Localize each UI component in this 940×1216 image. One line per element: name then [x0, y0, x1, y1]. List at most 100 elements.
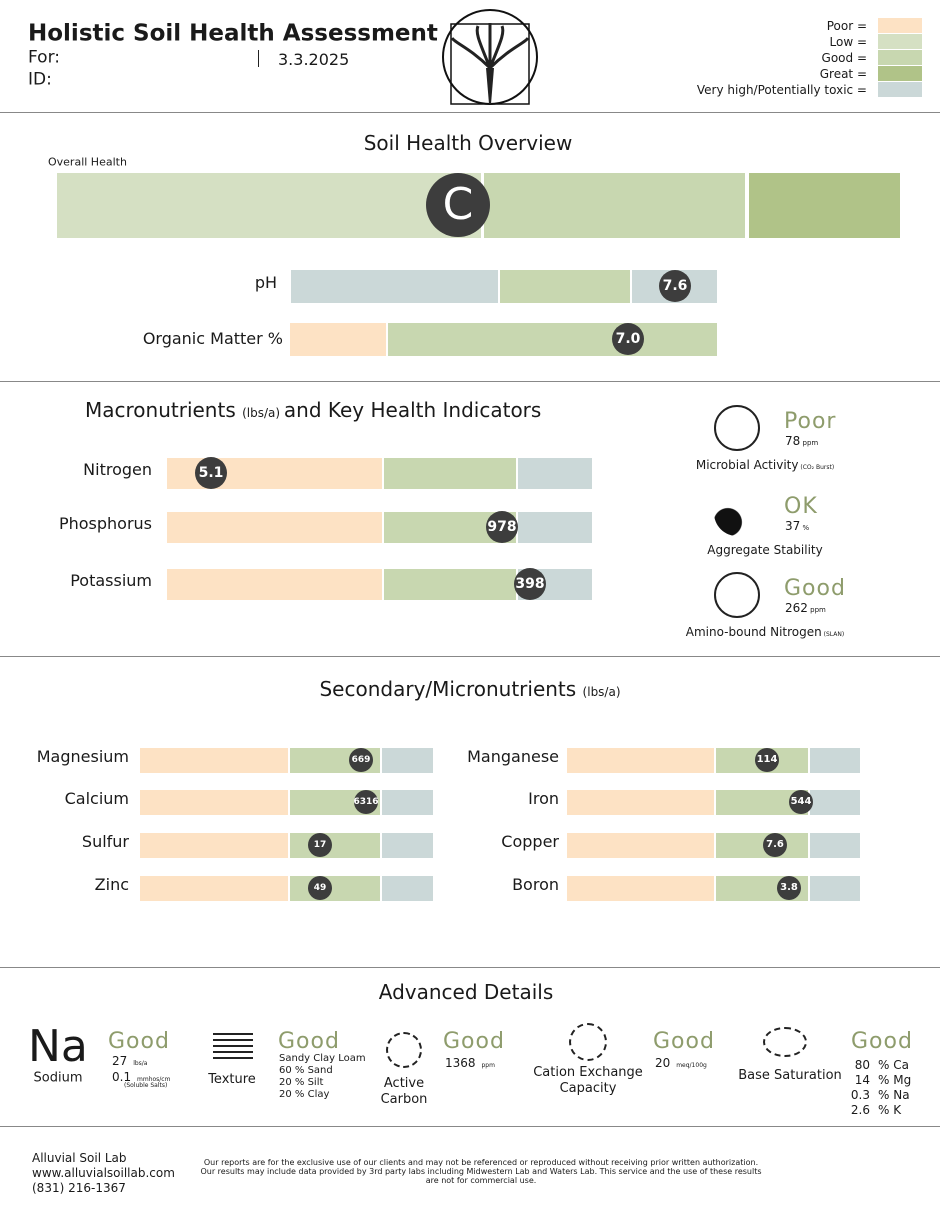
marker: C: [426, 173, 490, 237]
bar-segment: [167, 568, 382, 600]
indicator-label: Aggregate Stability: [707, 543, 823, 557]
indicator-value: 37 %: [785, 519, 810, 533]
item-value: 0.1 mmhos/cm: [112, 1070, 171, 1084]
row-label: Calcium: [64, 789, 129, 808]
bar-segment: [382, 789, 433, 815]
item-label: Cation Exchange Capacity: [533, 1064, 643, 1096]
row-label: Zinc: [94, 875, 129, 894]
company-line: Alluvial Soil Lab: [32, 1151, 127, 1165]
item-rating: Good: [653, 1029, 715, 1054]
disclaimer-line: Our results may include data provided by…: [200, 1167, 762, 1176]
indicator-icon: [714, 490, 760, 536]
title-part: (lbs/a): [582, 685, 621, 699]
item-label: Base Saturation: [738, 1067, 842, 1083]
divider: [0, 656, 940, 657]
item-icon: [386, 1032, 422, 1068]
bar-segment: [810, 789, 860, 815]
disclaimer-line: Our reports are for the exclusive use of…: [203, 1158, 759, 1167]
marker: 398: [514, 568, 546, 600]
row-label: Boron: [512, 875, 559, 894]
separator: [258, 50, 259, 67]
id-label: ID:: [28, 69, 52, 90]
bar-segment: [382, 747, 433, 773]
legend-swatch: [878, 50, 922, 65]
marker: 544: [789, 790, 813, 814]
legend-label: Good =: [821, 51, 867, 65]
bar-segment: [567, 832, 714, 858]
unit: mmhos/cm: [135, 1076, 171, 1083]
bar-segment: [810, 875, 860, 901]
title-part: Macronutrients: [85, 398, 243, 422]
overall-label: Overall Health: [48, 155, 127, 169]
row-label: Phosphorus: [58, 514, 152, 533]
row-label: Sulfur: [81, 832, 129, 851]
bar-segment: [384, 457, 516, 489]
item-value: 20 % Silt: [279, 1077, 324, 1088]
disclaimer-line: are not for commercial use.: [425, 1176, 537, 1185]
marker: 7.6: [659, 270, 691, 302]
item-value: 20 % Clay: [279, 1089, 330, 1100]
row-label: Organic Matter %: [142, 329, 283, 348]
marker: 5.1: [195, 457, 227, 489]
marker: 49: [308, 876, 332, 900]
title-part: (lbs/a): [242, 406, 284, 420]
title-part: Secondary/Micronutrients: [319, 677, 583, 701]
row-label: pH: [254, 273, 277, 292]
item-icon: [569, 1023, 607, 1061]
bar-segment: [500, 269, 630, 303]
bar-segment: [484, 172, 745, 238]
item-value: 27 lbs/a: [112, 1054, 148, 1068]
section-title: Soil Health Overview: [363, 131, 573, 155]
item-value: 0.3: [850, 1088, 870, 1102]
marker: 6316: [353, 790, 379, 814]
marker: 114: [755, 748, 779, 772]
item-value: 2.6: [850, 1103, 870, 1117]
title-part: and Key Health Indicators: [283, 398, 542, 422]
legend-swatch: [878, 66, 922, 81]
row-label: Manganese: [467, 747, 559, 766]
marker: 978: [486, 511, 518, 543]
item-value: 80: [854, 1058, 870, 1072]
item-label: Active Carbon: [380, 1075, 428, 1107]
item-rating: Good: [108, 1029, 170, 1054]
item-unit: % K: [878, 1103, 902, 1117]
note: (SLAN): [821, 631, 845, 638]
carrot-logo: [442, 9, 538, 105]
title: Holistic Soil Health Assessment: [28, 20, 438, 47]
legend-swatch: [878, 34, 922, 49]
bar-segment: [167, 511, 382, 543]
for-label: For:: [28, 47, 60, 68]
bar-segment: [749, 172, 900, 238]
note: (CO₂ Burst): [798, 464, 835, 471]
bar-segment: [290, 322, 386, 356]
marker: 669: [349, 748, 373, 772]
section-title: Advanced Details: [378, 980, 554, 1004]
indicator-label: Amino-bound Nitrogen (SLAN): [685, 625, 845, 639]
row-label: Iron: [528, 789, 559, 808]
unit: ppm: [800, 439, 819, 447]
indicator-rating: OK: [784, 494, 818, 519]
item-rating: Good: [278, 1029, 340, 1054]
item-note: (Soluble Salts): [124, 1082, 168, 1089]
symbol: Na: [28, 1021, 88, 1072]
item-label: Texture: [208, 1071, 256, 1087]
bar-segment: [291, 269, 498, 303]
row-label: Magnesium: [36, 747, 129, 766]
marker: 7.6: [763, 833, 787, 857]
unit: ppm: [807, 606, 826, 614]
item-unit: % Ca: [878, 1058, 909, 1072]
bar-segment: [810, 832, 860, 858]
item-rating: Good: [443, 1029, 505, 1054]
indicator-value: 262 ppm: [785, 601, 826, 615]
item-label: Sodium: [33, 1070, 83, 1086]
bar-segment: [140, 789, 288, 815]
indicator-icon: [714, 405, 760, 451]
legend-swatch: [878, 18, 922, 33]
bar-segment: [290, 832, 380, 858]
bar-segment: [290, 875, 380, 901]
bar-segment: [140, 747, 288, 773]
bar-segment: [567, 789, 714, 815]
legend-label: Great =: [819, 67, 867, 81]
company-line: (831) 216-1367: [32, 1181, 126, 1195]
